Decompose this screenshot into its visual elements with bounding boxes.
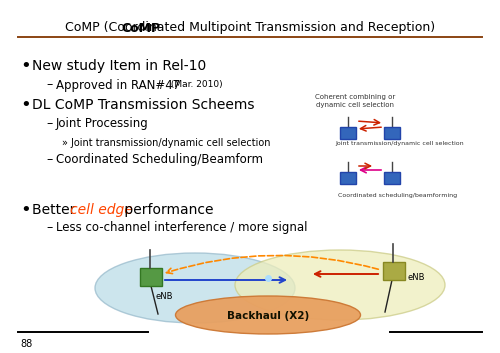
Text: –: – [46,78,52,91]
Text: performance: performance [120,203,214,217]
Text: CoMP (Coordinated Multipoint Transmission and Reception): CoMP (Coordinated Multipoint Transmissio… [65,22,435,35]
Ellipse shape [95,253,295,323]
Text: Backhaul (X2): Backhaul (X2) [227,311,309,321]
Text: eNB: eNB [407,273,424,281]
FancyBboxPatch shape [383,262,405,280]
Text: Coordinated scheduling/beamforming: Coordinated scheduling/beamforming [338,192,457,197]
Text: (Mar. 2010): (Mar. 2010) [168,80,222,90]
Text: –: – [46,221,52,234]
Text: 88: 88 [20,339,32,349]
Text: Coordinated Scheduling/Beamform: Coordinated Scheduling/Beamform [56,154,263,167]
Text: Better: Better [32,203,80,217]
Text: DL CoMP Transmission Scheems: DL CoMP Transmission Scheems [32,98,254,112]
Text: Less co-channel interference / more signal: Less co-channel interference / more sign… [56,221,308,234]
FancyBboxPatch shape [340,127,356,139]
Text: •: • [20,201,31,219]
FancyBboxPatch shape [384,172,400,184]
FancyBboxPatch shape [384,127,400,139]
Ellipse shape [176,296,360,334]
Text: Joint transmission/dynamic cell selection: Joint transmission/dynamic cell selectio… [335,142,464,146]
Text: •: • [20,96,31,114]
Text: Coherent combining or
dynamic cell selection: Coherent combining or dynamic cell selec… [315,94,395,108]
Text: » Joint transmission/dynamic cell selection: » Joint transmission/dynamic cell select… [62,138,270,148]
Text: CoMP: CoMP [121,22,160,35]
FancyBboxPatch shape [140,268,162,286]
FancyBboxPatch shape [340,172,356,184]
Text: Approved in RAN#47: Approved in RAN#47 [56,78,180,91]
Text: cell edge: cell edge [70,203,133,217]
Text: Joint Processing: Joint Processing [56,118,149,131]
Text: –: – [46,154,52,167]
Text: New study Item in Rel-10: New study Item in Rel-10 [32,59,206,73]
Text: –: – [46,118,52,131]
Text: •: • [20,57,31,75]
Text: eNB: eNB [155,292,172,301]
Ellipse shape [235,250,445,320]
